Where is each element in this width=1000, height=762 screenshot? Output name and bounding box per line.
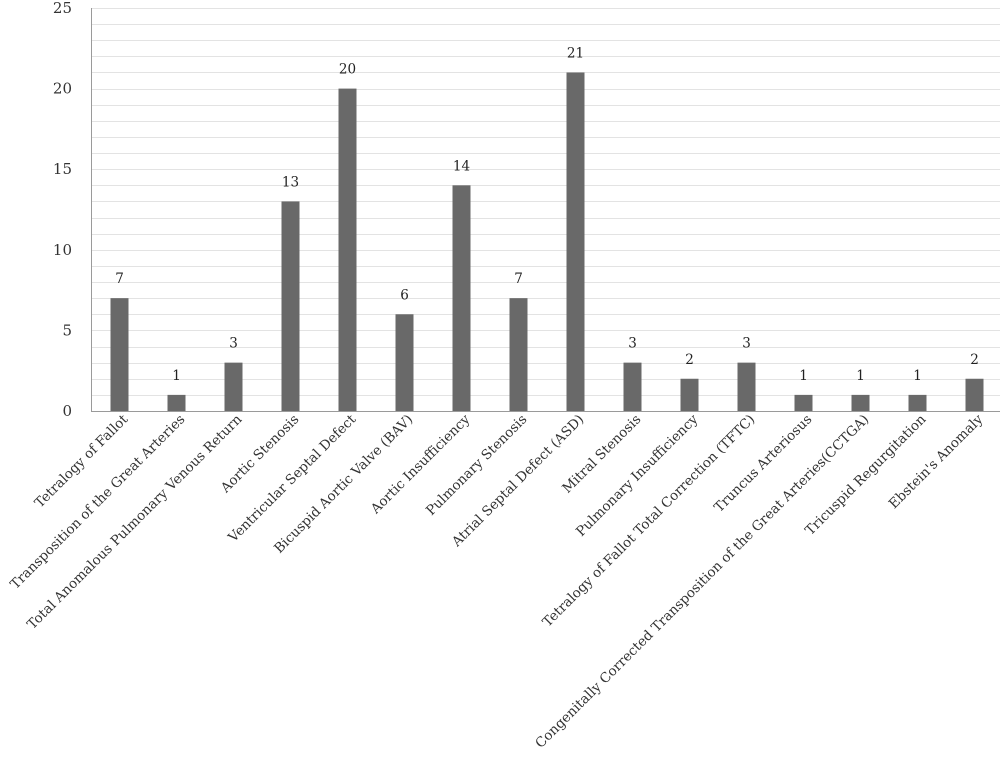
x-tick-label: Tetralogy of Fallot [32, 411, 132, 511]
data-label: 14 [453, 158, 470, 174]
data-label: 1 [913, 368, 922, 384]
x-tick-label: Truncus Arteriosus [711, 411, 815, 515]
bar [566, 72, 585, 411]
data-label: 2 [970, 352, 979, 368]
y-tick-label: 0 [62, 402, 72, 420]
bar [395, 314, 414, 411]
bar [452, 185, 471, 411]
bar [851, 394, 870, 411]
bar [167, 394, 186, 411]
bar [281, 201, 300, 411]
data-label: 7 [514, 271, 523, 287]
data-label: 21 [567, 45, 584, 61]
bar [110, 298, 129, 411]
axes [91, 8, 1000, 412]
bar [794, 394, 813, 411]
y-axis-ticks: 0 5 10 15 20 25 [53, 0, 72, 420]
bar [965, 378, 984, 411]
data-label: 3 [628, 336, 637, 352]
bar [680, 378, 699, 411]
bar [224, 362, 243, 411]
x-tick-label: Ebstein's Anomaly [886, 411, 987, 512]
data-label: 7 [115, 271, 124, 287]
y-tick-label: 20 [53, 80, 72, 98]
bar [338, 88, 357, 411]
data-label: 3 [229, 336, 238, 352]
y-tick-label: 10 [53, 241, 72, 259]
data-label: 3 [742, 336, 751, 352]
y-tick-label: 25 [53, 0, 72, 17]
data-label: 2 [685, 352, 694, 368]
x-tick-label: Tetralogy of Fallot Total Correction (TF… [540, 412, 759, 631]
data-label: 1 [856, 368, 865, 384]
data-label: 20 [339, 62, 356, 78]
y-tick-label: 15 [53, 160, 72, 178]
bar [623, 362, 642, 411]
data-label: 1 [799, 368, 808, 384]
data-label: 1 [172, 368, 181, 384]
bar [509, 298, 528, 411]
data-label: 13 [282, 174, 299, 190]
bar [737, 362, 756, 411]
grid-lines [91, 8, 1000, 396]
bars [110, 72, 984, 411]
x-tick-label: Total Anomalous Pulmonary Venous Return [24, 411, 245, 632]
x-tick-label: Pulmonary Stenosis [423, 411, 530, 518]
y-tick-label: 5 [62, 321, 72, 339]
bar [908, 394, 927, 411]
data-label: 6 [400, 287, 409, 303]
x-tick-label: Aortic Insufficiency [367, 411, 473, 517]
